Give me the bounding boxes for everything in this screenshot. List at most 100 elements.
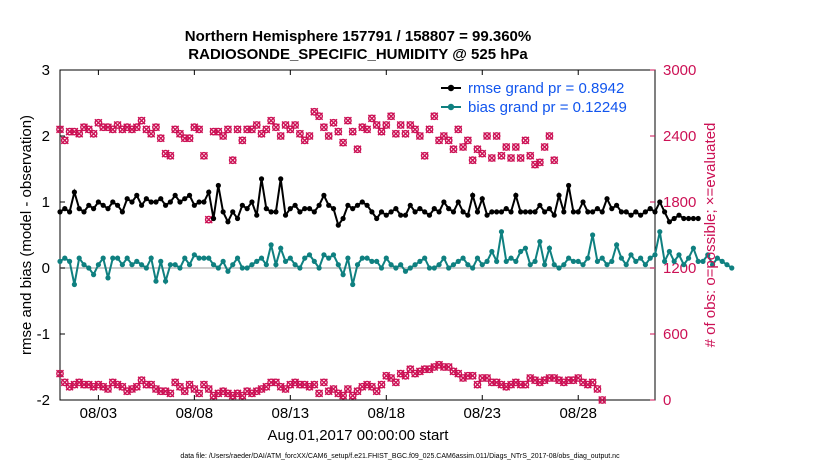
- obs_evaluated-marker: [252, 387, 261, 396]
- obs_evaluated-marker: [593, 385, 602, 393]
- bias-point: [623, 262, 629, 268]
- bias-point: [465, 262, 471, 268]
- rmse-point: [306, 206, 313, 212]
- x-tick-label: 08/23: [463, 405, 501, 422]
- rmse-point: [551, 212, 557, 218]
- rmse-point: [158, 196, 164, 202]
- rmse-point: [570, 209, 577, 215]
- bias-point: [57, 258, 63, 264]
- obs_possible-marker: [56, 125, 64, 134]
- bias-point: [167, 262, 173, 268]
- y-tick-label-right: 2400: [663, 128, 696, 145]
- bias-point: [441, 255, 447, 261]
- rmse-point: [105, 206, 111, 212]
- plot-area: [59, 69, 656, 401]
- bias-point: [354, 262, 361, 268]
- rmse-point: [484, 212, 490, 218]
- rmse-point: [470, 192, 476, 198]
- bias-point: [268, 242, 274, 248]
- bias-point: [546, 245, 553, 251]
- legend-bias-marker: [447, 103, 455, 111]
- rmse-point: [489, 209, 495, 215]
- bias-point: [388, 262, 394, 268]
- obs_possible-marker: [334, 127, 343, 136]
- obs_possible-marker: [276, 132, 285, 140]
- rmse-point: [657, 199, 663, 205]
- bias-point: [532, 258, 538, 264]
- bias-point: [695, 258, 701, 264]
- rmse-point: [196, 199, 202, 205]
- y-tick-label-right: 600: [663, 326, 688, 343]
- bias-point: [321, 252, 327, 258]
- rmse-point: [62, 206, 68, 212]
- rmse-point: [326, 202, 332, 208]
- bias-point: [566, 255, 572, 261]
- obs_possible-marker: [233, 125, 242, 134]
- bias-point: [474, 255, 481, 261]
- rmse-point: [542, 209, 548, 215]
- bias-point: [729, 265, 735, 271]
- bias-point: [537, 239, 543, 245]
- bias-point: [431, 265, 437, 271]
- rmse-point: [119, 209, 125, 215]
- bias-point: [359, 255, 365, 261]
- x-tick-label: 08/08: [176, 405, 214, 422]
- bias-point: [158, 258, 164, 264]
- bias-point: [244, 265, 250, 271]
- bias-point: [633, 258, 639, 264]
- bias-point: [542, 262, 548, 268]
- bias-point: [345, 255, 351, 261]
- bias-point: [724, 262, 730, 268]
- bias-point: [489, 248, 495, 255]
- bias-point: [374, 258, 380, 264]
- rmse-point: [479, 196, 485, 202]
- chart-title-line2: RADIOSONDE_SPECIFIC_HUMIDITY @ 525 hPa: [188, 46, 528, 63]
- obs_possible-marker: [319, 123, 328, 132]
- obs_possible-marker: [262, 125, 271, 134]
- rmse-point: [90, 206, 97, 212]
- bias-point: [86, 265, 92, 271]
- obs_possible-marker: [545, 132, 554, 140]
- obs_possible-marker: [137, 116, 146, 125]
- rmse-point: [633, 209, 639, 215]
- rmse-point: [374, 215, 380, 222]
- rmse-point: [652, 209, 658, 215]
- obs_possible-marker: [377, 127, 386, 136]
- bias-point: [705, 252, 711, 258]
- obs_possible-marker: [396, 121, 405, 129]
- rmse-point: [609, 206, 615, 212]
- obs_possible-marker: [329, 118, 338, 127]
- bias-point: [278, 245, 284, 251]
- obs_possible-marker: [185, 134, 194, 143]
- bias-point: [590, 232, 596, 238]
- rmse-point: [604, 196, 610, 202]
- obs_possible-marker: [526, 151, 535, 160]
- bias-point: [398, 262, 404, 268]
- bias-point: [657, 229, 663, 235]
- bias-point: [652, 252, 658, 258]
- bias-point: [153, 278, 159, 284]
- rmse-point: [614, 202, 620, 208]
- obs_possible-marker: [521, 136, 530, 145]
- x-tick-label: 08/18: [368, 405, 406, 422]
- rmse-point: [690, 215, 696, 222]
- bias-point: [417, 258, 423, 264]
- y-tick-label-left: -2: [37, 392, 50, 409]
- bias-point: [378, 265, 385, 271]
- bias-point: [426, 265, 433, 271]
- rmse-point: [431, 206, 437, 212]
- obs_evaluated-marker: [84, 380, 93, 389]
- rmse-point: [436, 209, 442, 215]
- obs_possible-marker: [75, 129, 84, 138]
- bias-point: [76, 255, 82, 261]
- bias-point: [585, 255, 591, 261]
- obs_evaluated-marker: [468, 371, 477, 380]
- obs_possible-marker: [483, 132, 492, 140]
- obs_possible-marker: [339, 138, 348, 147]
- rmse-point: [450, 209, 457, 215]
- bias-point: [369, 258, 375, 264]
- bias-point: [470, 265, 476, 271]
- rmse-point: [398, 212, 404, 218]
- rmse-point: [292, 202, 298, 208]
- rmse-point: [148, 199, 154, 205]
